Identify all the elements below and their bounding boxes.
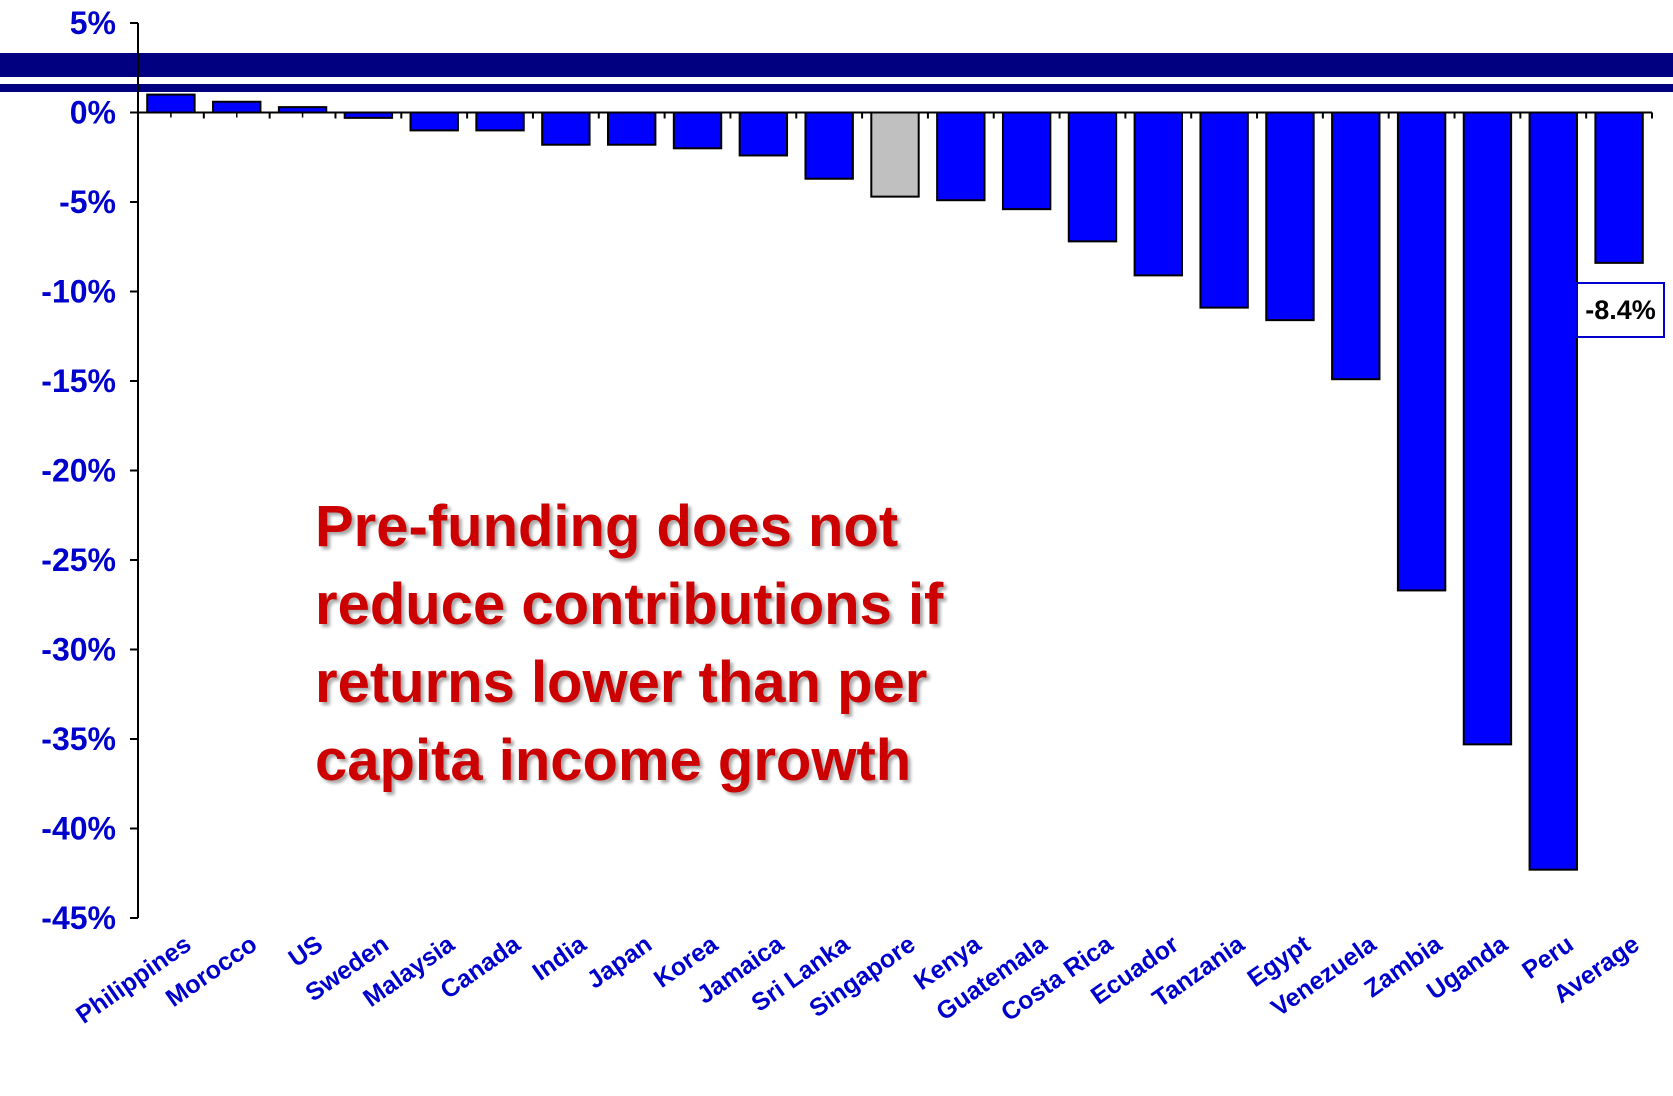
- bar-costa-rica: [1067, 111, 1118, 243]
- y-tick-label: -5%: [59, 184, 116, 220]
- header-band-thin: [0, 84, 1673, 92]
- header-band-thick: [0, 53, 1673, 77]
- callout-line-1: Pre-funding does not: [315, 494, 899, 559]
- y-tick-label: 5%: [70, 5, 116, 41]
- bar-sri-lanka: [804, 111, 854, 180]
- average-value-label: -8.4%: [1576, 282, 1665, 338]
- x-tick-label: India: [527, 929, 592, 986]
- bar-ecuador: [1133, 111, 1184, 277]
- bar-india: [541, 111, 591, 146]
- bar-canada: [475, 111, 525, 132]
- bars: [146, 93, 1644, 871]
- bar-jamaica: [738, 111, 789, 157]
- callout-line-2: reduce contributions if: [315, 572, 944, 637]
- bar-tanzania: [1199, 111, 1249, 309]
- bar-morocco: [212, 100, 262, 114]
- y-tick-label: -20%: [41, 453, 116, 489]
- bar-malaysia: [409, 111, 459, 132]
- callout-line-4: capita income growth: [315, 728, 912, 793]
- x-tick-label: US: [283, 930, 328, 973]
- bar-peru: [1528, 111, 1578, 871]
- bar-sweden: [343, 111, 394, 119]
- y-tick-label: -35%: [41, 721, 116, 757]
- y-tick-label: -10%: [41, 274, 116, 310]
- bar-singapore: [870, 111, 920, 198]
- bar-kenya: [936, 111, 986, 202]
- callout-text: Pre-funding does not reduce contribution…: [315, 488, 1055, 800]
- y-tick-label: -30%: [41, 632, 116, 668]
- bar-korea: [672, 111, 723, 150]
- bar-philippines: [146, 93, 196, 114]
- callout-line-3: returns lower than per: [315, 650, 928, 715]
- bar-venezuela: [1331, 111, 1381, 381]
- bar-guatemala: [1001, 111, 1052, 211]
- y-tick-label: -40%: [41, 811, 116, 847]
- bar-average: [1594, 111, 1644, 264]
- bar-egypt: [1265, 111, 1315, 322]
- y-tick-label: -45%: [41, 900, 116, 936]
- y-tick-label: -15%: [41, 363, 116, 399]
- y-tick-label: 0%: [70, 95, 116, 131]
- bar-uganda: [1462, 111, 1513, 746]
- bar-us: [277, 106, 328, 114]
- header-band: [0, 53, 1673, 92]
- y-tick-labels: 5% 0% -5% -10% -15% -20% -25% -30% -35% -40% -45%: [41, 5, 116, 936]
- bar-zambia: [1396, 111, 1447, 592]
- x-tick-label: Japan: [582, 930, 657, 994]
- bar-japan: [606, 111, 657, 146]
- y-tick-label: -25%: [41, 542, 116, 578]
